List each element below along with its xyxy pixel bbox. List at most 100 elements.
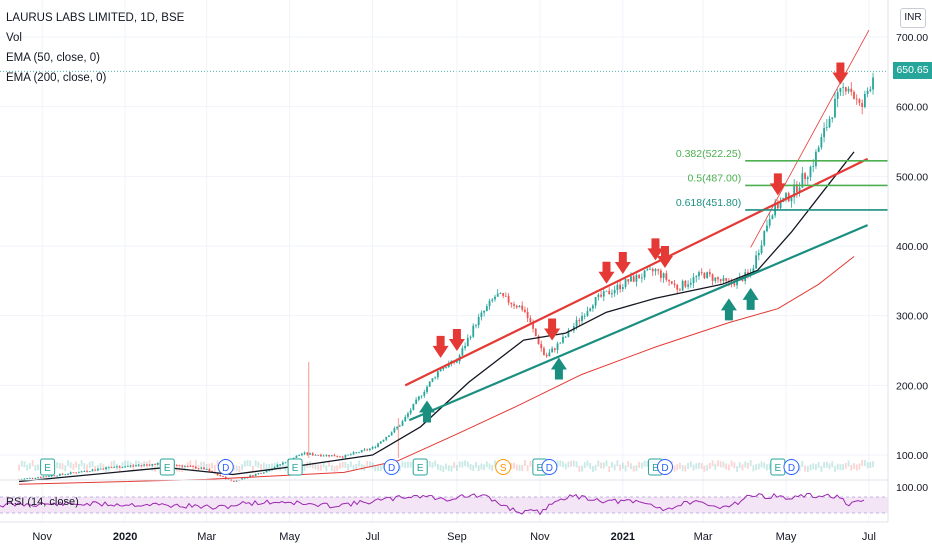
ema200-line xyxy=(18,256,855,485)
candle-body xyxy=(445,367,447,368)
volume-bar xyxy=(872,461,874,468)
volume-bar xyxy=(820,465,823,472)
candle-body xyxy=(804,173,806,180)
candle-body xyxy=(341,456,344,458)
ema200-label[interactable]: EMA (200, close, 0) xyxy=(6,72,107,84)
candle-body xyxy=(45,476,48,478)
candle-body xyxy=(801,173,804,188)
candle-body xyxy=(143,464,146,466)
candle-body xyxy=(192,466,195,467)
currency-button[interactable]: INR xyxy=(900,8,926,28)
volume-bar xyxy=(31,460,34,467)
event-marker-d[interactable]: D xyxy=(783,459,800,475)
volume-bar xyxy=(238,465,241,472)
volume-bar xyxy=(447,465,450,472)
volume-bar xyxy=(189,460,192,467)
up-arrow xyxy=(742,287,759,310)
candle-body xyxy=(349,454,352,456)
volume-bar xyxy=(844,462,847,469)
candle-body xyxy=(529,318,532,323)
event-marker-d[interactable]: D xyxy=(217,459,234,475)
rsi-line xyxy=(0,492,865,516)
event-marker-e[interactable]: E xyxy=(287,458,303,476)
candle-body xyxy=(521,305,524,310)
candle-body xyxy=(866,90,869,94)
event-marker-e[interactable]: E xyxy=(412,458,428,476)
candle-body xyxy=(456,361,458,363)
volume-bar xyxy=(483,464,486,471)
candle-body xyxy=(760,245,763,253)
candle-body xyxy=(679,289,681,291)
event-marker-d[interactable]: D xyxy=(383,459,400,475)
candle-body xyxy=(56,475,59,477)
x-tick-label: May xyxy=(776,531,797,543)
candle-body xyxy=(358,452,360,454)
event-marker-e[interactable]: E xyxy=(40,458,56,476)
volume-bar xyxy=(208,463,211,470)
x-tick-label: Jul xyxy=(366,531,380,543)
vol-label[interactable]: Vol xyxy=(6,32,22,44)
event-marker-s[interactable]: S xyxy=(495,459,512,475)
candle-body xyxy=(374,446,377,448)
event-marker-d[interactable]: D xyxy=(541,459,558,475)
rsi-label[interactable]: RSI (14, close) xyxy=(6,496,79,508)
y-tick-label: 600.00 xyxy=(896,102,928,114)
candle-body xyxy=(317,454,320,456)
candle-body xyxy=(793,184,796,198)
candle-body xyxy=(545,354,548,357)
candle-body xyxy=(695,276,698,278)
fib-level-label: 0.382(522.25) xyxy=(676,148,741,160)
candle-body xyxy=(717,277,719,280)
candle-body xyxy=(99,468,102,470)
candle-body xyxy=(823,127,825,138)
candle-body xyxy=(630,276,632,282)
volume-bar xyxy=(26,464,29,471)
candle-body xyxy=(621,287,624,290)
volume-bar xyxy=(466,461,469,468)
event-marker-e[interactable]: E xyxy=(159,458,175,476)
symbol-title[interactable]: LAURUS LABS LIMITED, 1D, BSE xyxy=(6,12,185,24)
candle-body xyxy=(844,87,847,92)
event-label: D xyxy=(388,463,395,474)
candle-body xyxy=(589,308,592,312)
candle-body xyxy=(64,474,67,476)
event-label: D xyxy=(661,463,668,474)
candle-body xyxy=(154,464,156,465)
candle-body xyxy=(262,472,265,474)
candle-body xyxy=(184,466,186,467)
down-arrow xyxy=(614,252,631,275)
volume-bar xyxy=(825,461,828,468)
candle-body xyxy=(700,272,703,273)
event-label: E xyxy=(292,463,299,474)
event-marker-e[interactable]: E xyxy=(770,458,786,476)
volume-bar xyxy=(586,460,589,467)
candle-body xyxy=(477,316,480,326)
volume-bar xyxy=(276,461,279,468)
candle-body xyxy=(504,295,507,297)
y-tick-label: 200.00 xyxy=(896,380,928,392)
volume-bar xyxy=(186,462,189,469)
candle-body xyxy=(151,464,154,466)
volume-bar xyxy=(752,465,755,472)
candle-body xyxy=(643,270,646,278)
candle-body xyxy=(235,480,238,482)
volume-bar xyxy=(200,461,203,468)
support-trendline xyxy=(408,224,869,422)
volume-bar xyxy=(445,463,447,470)
candle-body xyxy=(480,312,483,317)
volume-bar xyxy=(458,461,461,468)
up-arrow xyxy=(419,400,436,423)
candle-body xyxy=(140,465,143,467)
volume-bar xyxy=(203,461,205,468)
candle-body xyxy=(654,269,657,272)
event-badge xyxy=(287,458,303,476)
candle-body xyxy=(426,386,428,393)
candle-body xyxy=(428,381,431,387)
event-marker-d[interactable]: D xyxy=(656,459,673,475)
volume-spike xyxy=(308,362,310,458)
candle-body xyxy=(496,293,499,297)
ema50-label[interactable]: EMA (50, close, 0) xyxy=(6,52,100,64)
